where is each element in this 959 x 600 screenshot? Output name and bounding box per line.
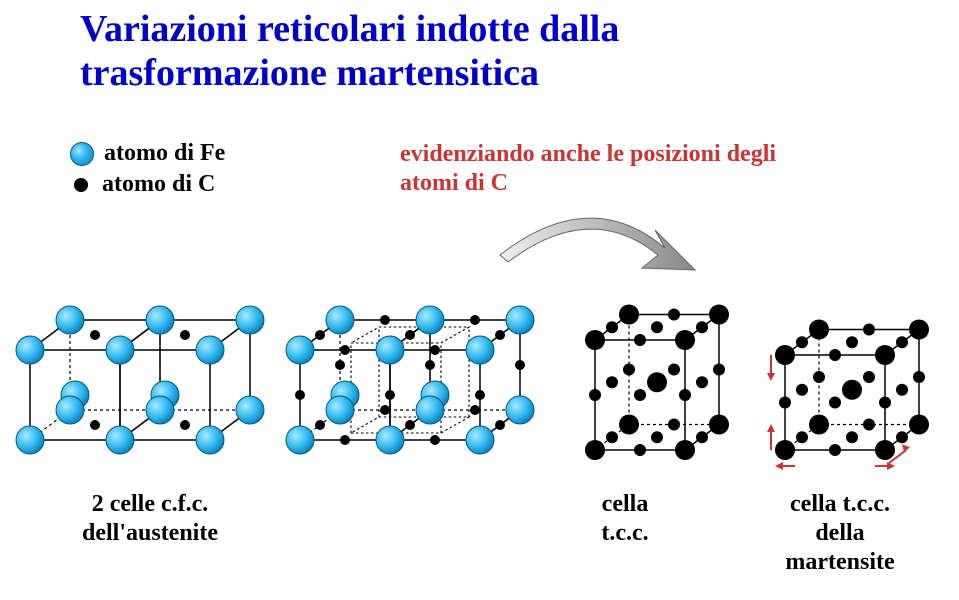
caption-row: 2 celle c.f.c. dell'austenite cella t.c.… <box>0 490 959 590</box>
fe-atom-icon <box>70 142 94 166</box>
subtitle-line-1: evidenziando anche le posizioni degli <box>400 141 776 167</box>
austenite-double-cell <box>10 280 280 485</box>
legend-label-fe: atomo di Fe <box>104 140 225 167</box>
transform-arrow-icon <box>480 200 700 290</box>
title-line-1: Variazioni reticolari indotte dalla <box>80 8 619 50</box>
legend: atomo di Fe atomo di C <box>70 140 225 198</box>
subtitle: evidenziando anche le posizioni degli at… <box>400 140 919 198</box>
c-atom-icon <box>74 178 88 192</box>
caption-martensite: cella t.c.c. della martensite <box>740 490 940 576</box>
subtitle-line-2: atomi di C <box>400 170 508 196</box>
caption-austenite: 2 celle c.f.c. dell'austenite <box>35 490 265 548</box>
caption-tcc: cella t.c.c. <box>555 490 695 548</box>
legend-item-c: atomo di C <box>70 171 225 198</box>
page-title: Variazioni reticolari indotte dalla tras… <box>80 8 899 95</box>
legend-label-c: atomo di C <box>102 171 215 198</box>
martensite-cell-distorted <box>760 280 954 485</box>
austenite-double-cell-with-c <box>280 280 550 485</box>
legend-item-fe: atomo di Fe <box>70 140 225 167</box>
bcc-cell <box>570 280 754 485</box>
diagram-row <box>10 280 950 480</box>
title-line-2: trasformazione martensitica <box>80 52 539 94</box>
